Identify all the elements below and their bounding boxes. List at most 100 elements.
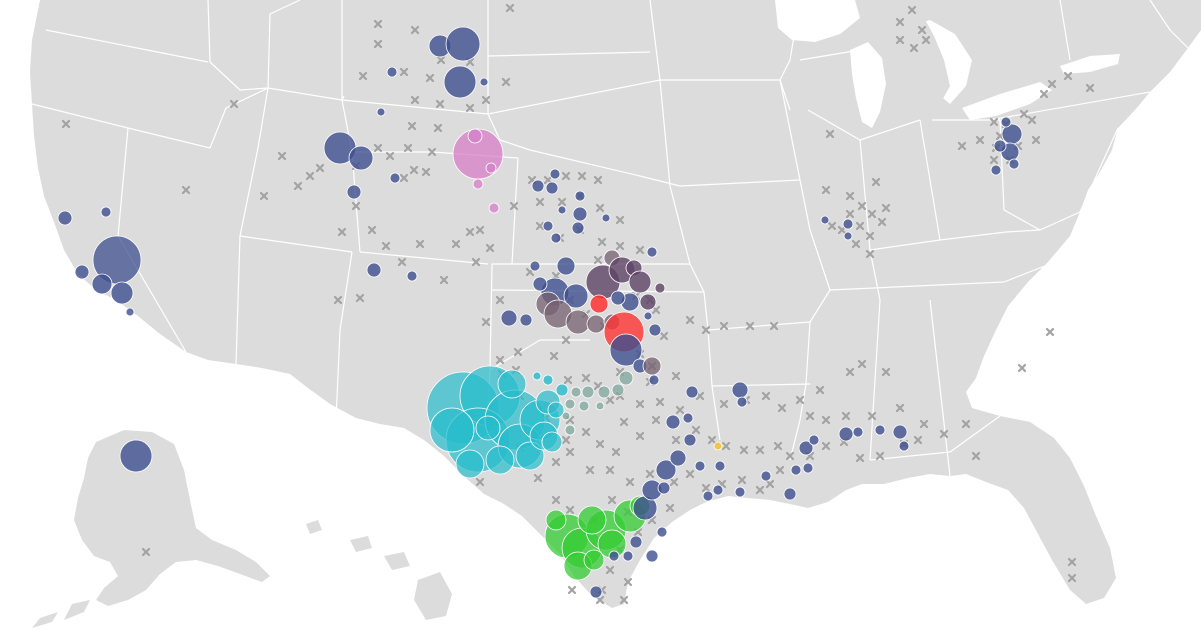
x-marker [551, 495, 561, 505]
x-marker [867, 209, 877, 219]
x-marker [1085, 83, 1095, 93]
x-marker [409, 165, 419, 175]
bubble-pink [472, 178, 484, 190]
x-marker [719, 321, 729, 331]
x-marker [425, 73, 435, 83]
x-marker [845, 367, 855, 377]
x-marker [475, 477, 485, 487]
bubble-navy [563, 283, 589, 309]
bubble-navy [842, 218, 854, 230]
x-marker [815, 385, 825, 395]
bubble-navy [119, 439, 153, 473]
bubble-navy [376, 107, 386, 117]
bubble-navy [685, 385, 699, 399]
x-marker [485, 243, 495, 253]
x-marker [293, 181, 303, 191]
bubble-navy [479, 77, 489, 87]
x-marker [585, 465, 595, 475]
x-marker [625, 477, 635, 487]
x-marker [577, 171, 587, 181]
bubble-navy [648, 374, 660, 386]
x-marker [825, 129, 835, 139]
x-marker [358, 71, 368, 81]
lake-michigan [850, 42, 886, 128]
bubble-green [577, 505, 607, 535]
bubble-cyan [547, 401, 565, 419]
x-marker [875, 451, 885, 461]
bubble-navy [91, 273, 113, 295]
x-marker [975, 135, 985, 145]
bubble-cyan [475, 415, 501, 441]
x-marker [651, 305, 661, 315]
x-marker [871, 177, 881, 187]
x-marker [623, 577, 633, 587]
bubble-navy [808, 434, 820, 446]
bubble-teal-gray [578, 400, 590, 412]
x-marker [907, 5, 917, 15]
bubble-navy [549, 168, 561, 180]
gray-x-markers [61, 3, 1095, 605]
x-marker [755, 445, 765, 455]
x-marker [481, 317, 491, 327]
bubble-purple [639, 293, 657, 311]
x-marker [551, 457, 561, 467]
x-marker [465, 227, 475, 237]
x-marker [827, 221, 837, 231]
bubble-navy [100, 206, 112, 218]
x-marker [433, 123, 443, 133]
bubble-navy [529, 260, 541, 272]
x-marker [399, 67, 409, 77]
x-marker [675, 405, 685, 415]
bubble-navy [734, 486, 746, 498]
bubble-navy [683, 433, 697, 447]
x-marker [917, 25, 927, 35]
bubble-red [589, 294, 609, 314]
bubble-cyan [485, 445, 515, 475]
x-marker [415, 239, 425, 249]
x-marker [403, 143, 413, 153]
x-marker [337, 227, 347, 237]
x-marker [407, 121, 417, 131]
bubble-navy [898, 440, 910, 452]
x-marker [761, 391, 771, 401]
x-marker [685, 469, 695, 479]
bubble-navy [542, 220, 554, 232]
x-marker [495, 295, 505, 305]
bubble-purple [628, 270, 652, 294]
x-marker [1027, 115, 1037, 125]
x-marker [475, 225, 485, 235]
bubble-mauve [642, 356, 662, 376]
x-marker [565, 447, 575, 457]
x-marker [777, 403, 787, 413]
x-marker [535, 221, 545, 231]
x-marker [399, 173, 409, 183]
x-marker [61, 119, 71, 129]
x-marker [635, 399, 645, 409]
x-marker [773, 441, 783, 451]
bubble-teal-gray [581, 385, 595, 399]
x-marker [645, 469, 655, 479]
bubble-navy [110, 281, 134, 305]
x-marker [595, 439, 605, 449]
x-marker [565, 505, 575, 515]
bubble-purple [654, 282, 666, 294]
bubble-yellow [713, 441, 723, 451]
x-marker [635, 245, 645, 255]
x-marker [651, 415, 661, 425]
bubble-navy [645, 549, 659, 563]
x-marker [615, 241, 625, 251]
x-marker [921, 35, 931, 45]
x-marker [373, 39, 383, 49]
x-marker [605, 465, 615, 475]
bubble-navy [74, 264, 90, 280]
bubble-navy [874, 424, 886, 436]
x-marker [765, 479, 775, 489]
x-marker [619, 417, 629, 427]
bubble-navy [655, 459, 677, 481]
lake-ontario [1060, 54, 1120, 74]
x-marker [427, 147, 437, 157]
x-marker [605, 395, 615, 405]
x-marker [841, 411, 851, 421]
x-marker [701, 325, 711, 335]
x-marker [971, 451, 981, 461]
